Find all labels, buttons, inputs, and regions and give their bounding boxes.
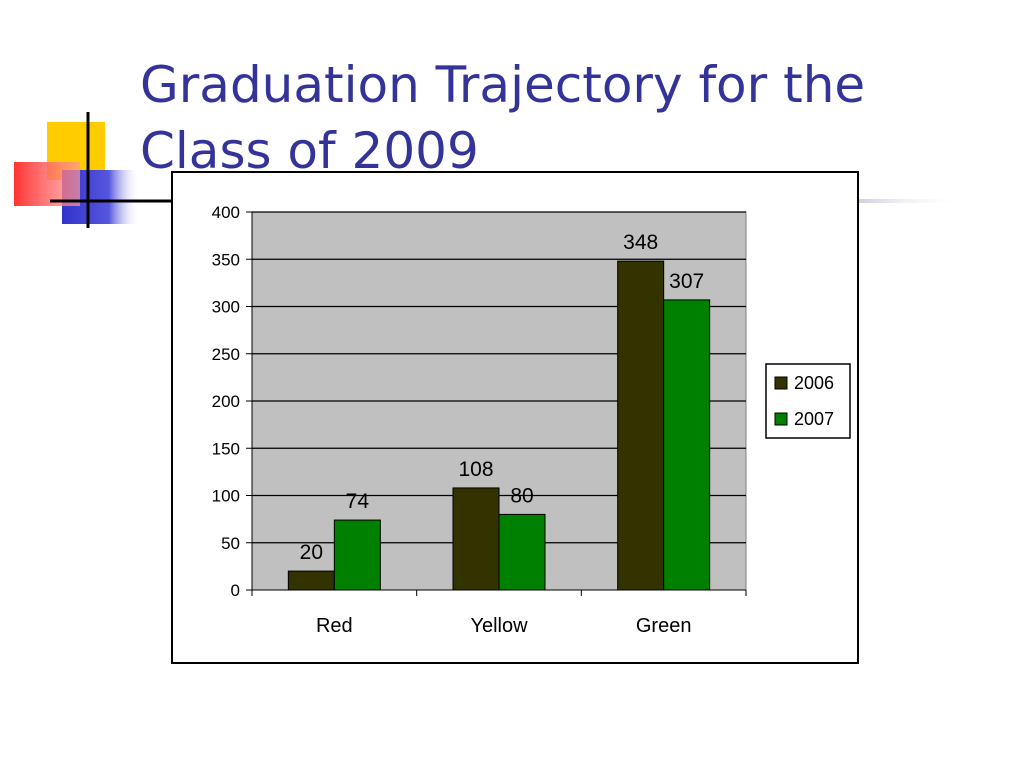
y-tick-label-200: 200 <box>212 392 240 411</box>
category-label-yellow: Yellow <box>470 615 528 637</box>
bar-red-2007 <box>333 519 381 591</box>
data-label-green-2006: 348 <box>623 231 658 254</box>
y-tick-label-400: 400 <box>212 203 240 222</box>
y-tick-label-150: 150 <box>212 439 240 458</box>
bar-green-2006 <box>617 260 665 591</box>
title-line-2: Class of 2009 <box>140 122 479 180</box>
y-tick-label-250: 250 <box>212 345 240 364</box>
bar-yellow-2007 <box>498 513 546 591</box>
legend-box <box>765 363 851 439</box>
data-label-yellow-2006: 108 <box>458 458 493 481</box>
data-label-yellow-2007: 80 <box>510 484 533 507</box>
y-tick-label-100: 100 <box>212 487 240 506</box>
legend-swatch-2007 <box>774 412 788 426</box>
y-tick-label-0: 0 <box>231 581 240 600</box>
y-tick-label-350: 350 <box>212 250 240 269</box>
legend-label-2006: 2006 <box>794 373 834 393</box>
bar-chart: 0 50 100 150 200 250 300 350 400 20 74 Red 108 80 Yell… <box>212 203 851 637</box>
bar-green-2007 <box>663 299 711 591</box>
y-tick-label-50: 50 <box>221 534 240 553</box>
slide-title: Graduation Trajectory for the Class of 2… <box>140 52 960 184</box>
legend-swatch-2006 <box>774 376 788 390</box>
category-label-green: Green <box>636 615 692 637</box>
data-label-green-2007: 307 <box>669 270 704 293</box>
bar-yellow-2006 <box>452 487 500 591</box>
title-line-1: Graduation Trajectory for the <box>140 56 866 114</box>
data-label-red-2006: 20 <box>300 541 323 564</box>
y-tick-label-300: 300 <box>212 298 240 317</box>
chart-frame: 0 50 100 150 200 250 300 350 400 20 74 Red 108 80 Yell… <box>171 171 859 664</box>
category-label-red: Red <box>316 615 353 637</box>
decor-blue-square <box>62 170 140 224</box>
bar-red-2006 <box>287 570 335 591</box>
data-label-red-2007: 74 <box>346 490 370 513</box>
legend-label-2007: 2007 <box>794 409 834 429</box>
decor-yellow-square <box>47 122 105 180</box>
decor-red-square <box>14 162 80 206</box>
